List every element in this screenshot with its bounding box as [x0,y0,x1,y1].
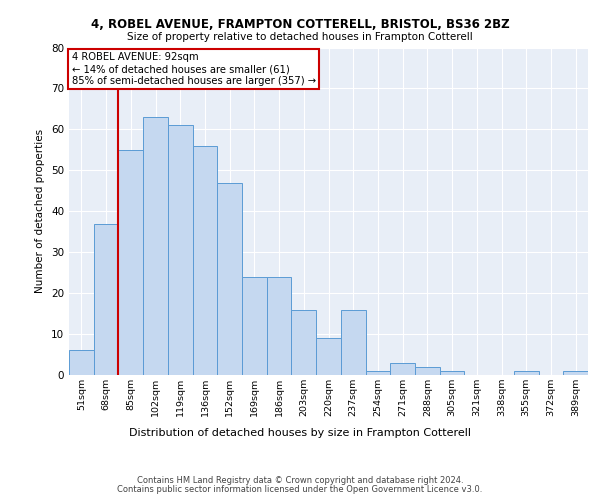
Bar [267,277,292,375]
Bar [563,371,588,375]
Bar [168,126,193,375]
Bar [292,310,316,375]
Bar [217,182,242,375]
Bar [118,150,143,375]
Bar [365,371,390,375]
Text: Contains public sector information licensed under the Open Government Licence v3: Contains public sector information licen… [118,485,482,494]
Y-axis label: Number of detached properties: Number of detached properties [35,129,46,294]
Bar [242,277,267,375]
Bar [316,338,341,375]
Text: 4 ROBEL AVENUE: 92sqm
← 14% of detached houses are smaller (61)
85% of semi-deta: 4 ROBEL AVENUE: 92sqm ← 14% of detached … [71,52,316,86]
Bar [341,310,365,375]
Bar [415,367,440,375]
Text: Size of property relative to detached houses in Frampton Cotterell: Size of property relative to detached ho… [127,32,473,42]
Bar [69,350,94,375]
Bar [94,224,118,375]
Text: Contains HM Land Registry data © Crown copyright and database right 2024.: Contains HM Land Registry data © Crown c… [137,476,463,485]
Bar [143,117,168,375]
Bar [193,146,217,375]
Bar [390,362,415,375]
Bar [514,371,539,375]
Text: Distribution of detached houses by size in Frampton Cotterell: Distribution of detached houses by size … [129,428,471,438]
Bar [440,371,464,375]
Text: 4, ROBEL AVENUE, FRAMPTON COTTERELL, BRISTOL, BS36 2BZ: 4, ROBEL AVENUE, FRAMPTON COTTERELL, BRI… [91,18,509,30]
